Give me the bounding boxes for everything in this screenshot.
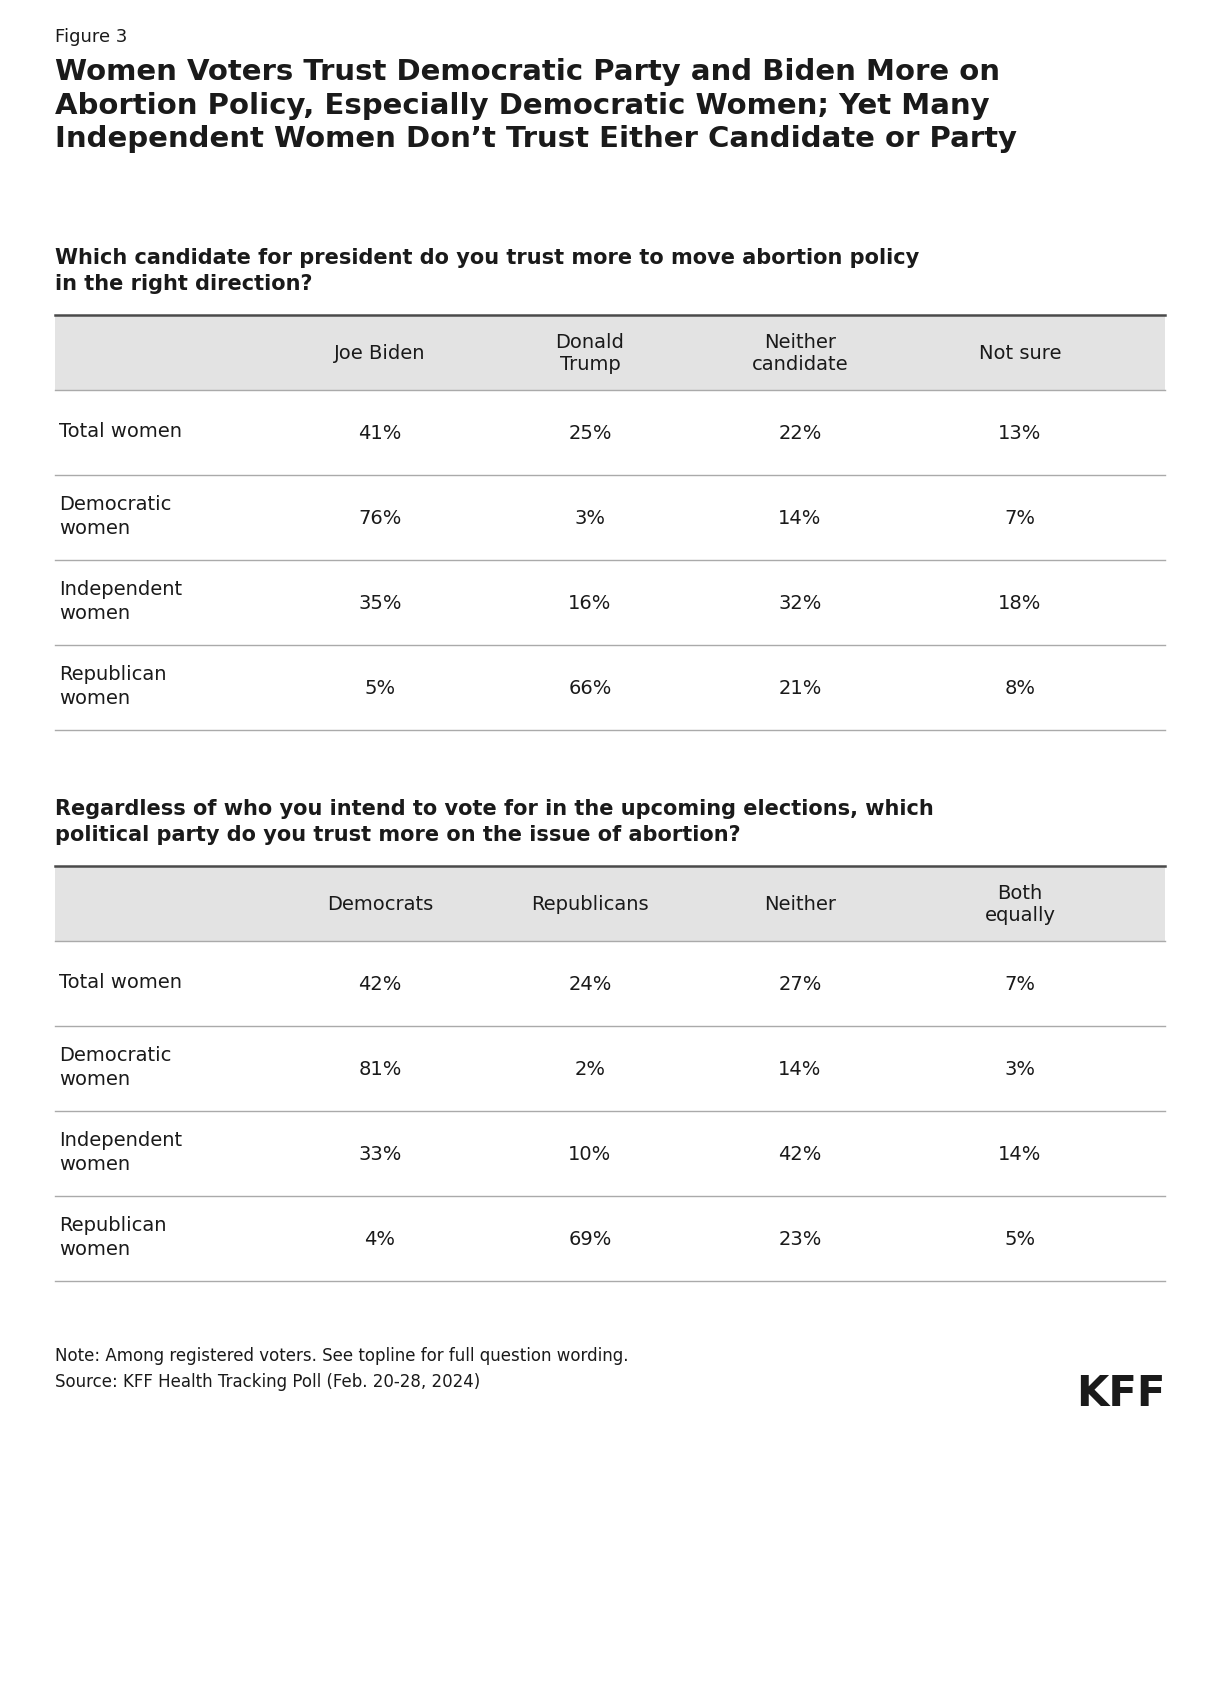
Text: 22%: 22%	[778, 424, 822, 443]
Text: 41%: 41%	[359, 424, 401, 443]
Text: 7%: 7%	[1004, 975, 1036, 993]
Text: Neither
candidate: Neither candidate	[752, 333, 848, 373]
Text: 69%: 69%	[569, 1230, 611, 1248]
Text: Total women: Total women	[59, 973, 182, 991]
Text: 16%: 16%	[569, 593, 611, 613]
Text: 5%: 5%	[365, 679, 395, 698]
Text: 18%: 18%	[998, 593, 1042, 613]
Text: Total women: Total women	[59, 422, 182, 441]
Text: 42%: 42%	[778, 1145, 822, 1164]
Text: 33%: 33%	[359, 1145, 401, 1164]
Text: Donald
Trump: Donald Trump	[555, 333, 625, 373]
Text: Democrats: Democrats	[327, 895, 433, 914]
Text: 24%: 24%	[569, 975, 611, 993]
Text: 21%: 21%	[778, 679, 822, 698]
Text: 7%: 7%	[1004, 508, 1036, 527]
Text: Democratic
women: Democratic women	[59, 1045, 171, 1088]
Text: Which candidate for president do you trust more to move abortion policy
in the r: Which candidate for president do you tru…	[55, 248, 919, 294]
Text: Republicans: Republicans	[531, 895, 649, 914]
Text: Note: Among registered voters. See topline for full question wording.: Note: Among registered voters. See topli…	[55, 1346, 628, 1365]
Text: 3%: 3%	[1004, 1059, 1036, 1078]
Bar	[55, 316, 1165, 390]
Text: Independent
women: Independent women	[59, 579, 182, 623]
Text: 14%: 14%	[778, 1059, 822, 1078]
Text: 66%: 66%	[569, 679, 611, 698]
Text: 81%: 81%	[359, 1059, 401, 1078]
Text: Republican
women: Republican women	[59, 664, 166, 708]
Text: Republican
women: Republican women	[59, 1214, 166, 1258]
Text: Women Voters Trust Democratic Party and Biden More on
Abortion Policy, Especiall: Women Voters Trust Democratic Party and …	[55, 57, 1017, 154]
Text: 8%: 8%	[1004, 679, 1036, 698]
Text: Independent
women: Independent women	[59, 1130, 182, 1174]
Text: 13%: 13%	[998, 424, 1042, 443]
Text: 2%: 2%	[575, 1059, 605, 1078]
Text: Joe Biden: Joe Biden	[334, 345, 426, 363]
Text: 32%: 32%	[778, 593, 822, 613]
Text: Neither: Neither	[764, 895, 836, 914]
Text: Source: KFF Health Tracking Poll (Feb. 20-28, 2024): Source: KFF Health Tracking Poll (Feb. 2…	[55, 1371, 481, 1390]
Text: Democratic
women: Democratic women	[59, 495, 171, 537]
Text: 42%: 42%	[359, 975, 401, 993]
Bar	[55, 866, 1165, 941]
Text: 76%: 76%	[359, 508, 401, 527]
Text: 3%: 3%	[575, 508, 605, 527]
Text: 23%: 23%	[778, 1230, 822, 1248]
Text: 27%: 27%	[778, 975, 822, 993]
Text: Figure 3: Figure 3	[55, 29, 127, 46]
Text: 25%: 25%	[569, 424, 611, 443]
Text: 35%: 35%	[359, 593, 401, 613]
Text: Not sure: Not sure	[978, 345, 1061, 363]
Text: 14%: 14%	[998, 1145, 1042, 1164]
Text: 10%: 10%	[569, 1145, 611, 1164]
Text: 5%: 5%	[1004, 1230, 1036, 1248]
Text: 4%: 4%	[365, 1230, 395, 1248]
Text: 14%: 14%	[778, 508, 822, 527]
Text: Both
equally: Both equally	[985, 883, 1055, 924]
Text: Regardless of who you intend to vote for in the upcoming elections, which
politi: Regardless of who you intend to vote for…	[55, 799, 933, 844]
Text: KFF: KFF	[1076, 1371, 1165, 1414]
